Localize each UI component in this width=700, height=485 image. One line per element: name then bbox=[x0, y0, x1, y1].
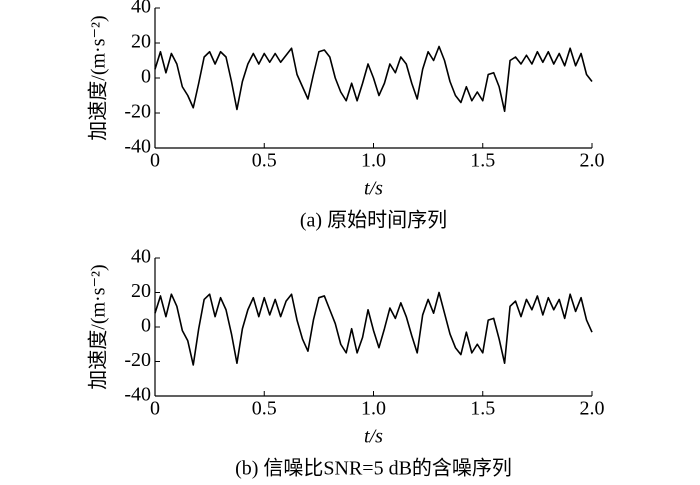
x-tick-label: 1.5 bbox=[470, 398, 495, 420]
caption: (b) 信噪比SNR=5 dB的含噪序列 bbox=[235, 457, 512, 480]
y-tick-label: 0 bbox=[141, 66, 151, 88]
signal-line bbox=[154, 291, 593, 366]
x-tick-label: 2.0 bbox=[580, 398, 605, 420]
x-tick-label: 1.0 bbox=[361, 150, 386, 172]
x-tick-label: 0 bbox=[150, 150, 160, 172]
x-tick-label: 0.5 bbox=[252, 150, 277, 172]
x-tick-label: 0.5 bbox=[252, 398, 277, 420]
y-tick-label: 0 bbox=[141, 315, 151, 337]
y-tick-label: 20 bbox=[131, 31, 151, 53]
y-tick-label: 20 bbox=[131, 280, 151, 302]
y-tick-label: 40 bbox=[131, 0, 151, 18]
x-tick-label: 1.0 bbox=[361, 398, 386, 420]
y-axis-label: 加速度/(m·s⁻²) bbox=[87, 15, 110, 140]
y-tick-label: -20 bbox=[124, 349, 151, 371]
y-tick-label: -40 bbox=[124, 136, 151, 158]
x-axis-label: t/s bbox=[364, 178, 383, 200]
x-tick-label: 0 bbox=[150, 398, 160, 420]
x-tick-label: 1.5 bbox=[470, 150, 495, 172]
y-axis-label: 加速度/(m·s⁻²) bbox=[87, 264, 110, 389]
y-tick-label: -20 bbox=[124, 101, 151, 123]
caption: (a) 原始时间序列 bbox=[300, 209, 447, 232]
signal-line bbox=[154, 45, 593, 113]
x-tick-label: 2.0 bbox=[580, 150, 605, 172]
y-tick-label: -40 bbox=[124, 384, 151, 406]
y-tick-label: 40 bbox=[131, 246, 151, 268]
x-axis-label: t/s bbox=[364, 426, 383, 448]
